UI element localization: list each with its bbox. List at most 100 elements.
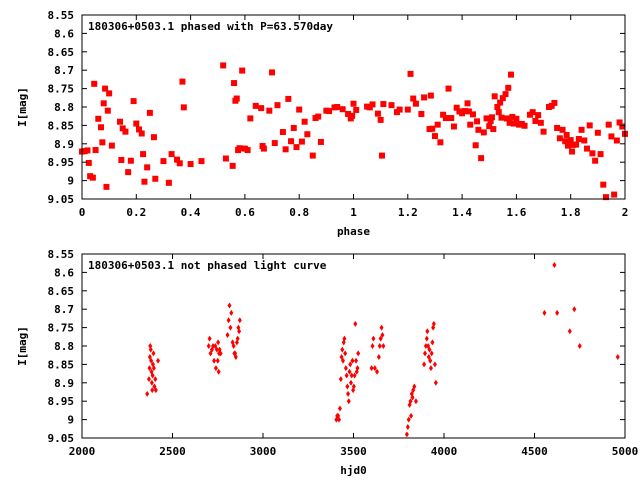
data-point bbox=[445, 85, 452, 92]
data-point bbox=[298, 138, 305, 145]
data-point bbox=[371, 335, 376, 342]
data-point bbox=[563, 131, 570, 138]
phased-y-tick-label: 8.8 bbox=[54, 101, 74, 114]
data-point bbox=[535, 112, 542, 119]
data-point bbox=[490, 126, 497, 133]
data-point bbox=[176, 160, 183, 167]
phased-x-tick-label: 2 bbox=[622, 206, 629, 219]
data-point bbox=[450, 123, 457, 130]
data-point bbox=[396, 106, 403, 113]
phased-light-curve-panel: 0 0.2 0.4 0.6 0.8 1 1.2 1.4 1.6 1.8 2 8.55 8.6 8.65 8.… bbox=[16, 9, 628, 238]
data-point bbox=[353, 320, 358, 327]
data-point bbox=[133, 120, 140, 127]
data-point bbox=[577, 343, 582, 349]
data-point bbox=[431, 133, 438, 140]
data-point bbox=[412, 100, 419, 107]
data-point bbox=[346, 390, 351, 397]
data-point bbox=[98, 124, 105, 131]
data-point bbox=[229, 309, 234, 316]
unphased-x-axis-label: hjd0 bbox=[340, 464, 367, 477]
phased-y-tick-label: 8.75 bbox=[48, 83, 75, 96]
data-point bbox=[388, 102, 395, 109]
data-point bbox=[236, 145, 243, 152]
data-point bbox=[554, 124, 561, 131]
data-point bbox=[151, 350, 156, 357]
data-point bbox=[237, 328, 242, 335]
data-point bbox=[448, 115, 455, 122]
data-point bbox=[381, 343, 386, 349]
data-point bbox=[597, 151, 604, 158]
unphased-x-tick-label: 4500 bbox=[521, 445, 548, 458]
data-point bbox=[487, 117, 494, 124]
data-point bbox=[282, 146, 289, 153]
data-point bbox=[440, 111, 447, 118]
phased-y-tick-label: 9 bbox=[67, 175, 74, 188]
data-point bbox=[150, 372, 155, 379]
data-point bbox=[613, 137, 620, 144]
data-point bbox=[122, 128, 129, 135]
data-point bbox=[235, 335, 240, 342]
data-point bbox=[266, 107, 273, 114]
data-point bbox=[127, 157, 134, 164]
data-point bbox=[260, 145, 267, 152]
data-point bbox=[569, 148, 576, 155]
data-point bbox=[432, 361, 437, 368]
phased-x-tick-label: 1.8 bbox=[561, 206, 581, 219]
data-point bbox=[145, 390, 150, 397]
data-point bbox=[348, 379, 353, 386]
data-point bbox=[497, 99, 504, 106]
unphased-y-tick-label: 8.9 bbox=[54, 377, 74, 390]
data-point bbox=[231, 343, 236, 349]
data-point bbox=[156, 357, 161, 364]
data-point bbox=[269, 69, 276, 76]
data-point bbox=[406, 416, 411, 423]
data-point bbox=[431, 320, 436, 327]
data-point bbox=[337, 405, 342, 412]
data-point bbox=[225, 331, 230, 338]
data-point bbox=[108, 142, 115, 149]
data-point bbox=[104, 107, 111, 114]
data-point bbox=[179, 78, 186, 85]
data-point bbox=[410, 95, 417, 102]
data-point bbox=[233, 354, 238, 361]
phased-y-tick-label: 8.65 bbox=[48, 46, 75, 59]
data-point bbox=[469, 111, 476, 118]
data-point bbox=[347, 368, 352, 375]
unphased-y-tick-label: 8.8 bbox=[54, 340, 74, 353]
data-point bbox=[214, 346, 219, 353]
phased-x-tick-label: 0.2 bbox=[126, 206, 146, 219]
data-point bbox=[198, 158, 205, 165]
data-point bbox=[375, 368, 380, 375]
data-point bbox=[288, 138, 295, 145]
data-point bbox=[337, 416, 342, 423]
data-point bbox=[486, 123, 493, 130]
data-point bbox=[408, 398, 413, 405]
phased-y-tick-label: 8.85 bbox=[48, 119, 75, 132]
data-point bbox=[378, 335, 383, 342]
data-point bbox=[409, 412, 414, 419]
data-point bbox=[212, 357, 217, 364]
phased-chart-title: 180306+0503.1 phased with P=63.570day bbox=[88, 20, 333, 33]
data-point bbox=[293, 144, 300, 151]
data-point bbox=[274, 102, 281, 109]
data-point bbox=[428, 357, 433, 364]
unphased-y-tick-label: 8.7 bbox=[54, 303, 74, 316]
data-point bbox=[239, 67, 246, 74]
data-point bbox=[216, 339, 221, 346]
data-point bbox=[552, 262, 557, 269]
data-point bbox=[213, 343, 218, 349]
data-point bbox=[258, 105, 265, 112]
data-point bbox=[218, 350, 223, 357]
phased-y-tick-label: 8.95 bbox=[48, 156, 75, 169]
data-point bbox=[206, 343, 211, 349]
data-point bbox=[149, 357, 154, 364]
phased-y-axis-label: I[mag] bbox=[16, 87, 29, 127]
phased-axis-ticks: 0 0.2 0.4 0.6 0.8 1 1.2 1.4 1.6 1.8 2 8.55 8.6 8.65 8.… bbox=[48, 9, 629, 219]
phased-x-tick-label: 1 bbox=[350, 206, 357, 219]
data-point bbox=[453, 104, 460, 111]
data-point bbox=[229, 162, 236, 169]
data-point bbox=[556, 135, 563, 142]
data-point bbox=[379, 324, 384, 331]
unphased-y-tick-label: 8.55 bbox=[48, 248, 75, 261]
